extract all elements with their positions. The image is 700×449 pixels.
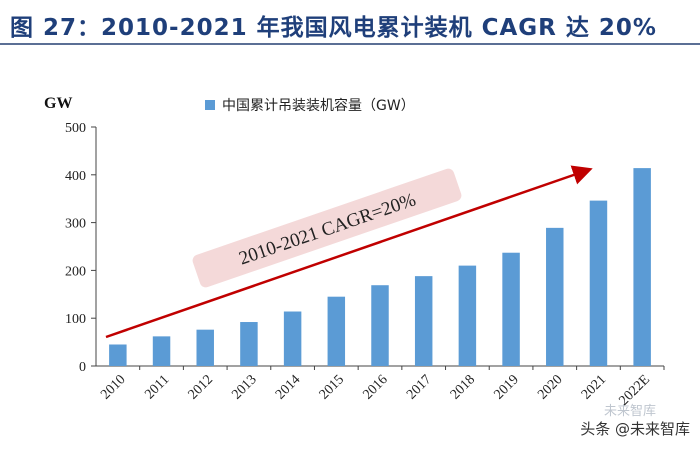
- bar: [196, 329, 214, 366]
- x-tick-label: 2020: [535, 372, 565, 402]
- x-tick-label: 2021: [579, 372, 609, 402]
- bar: [283, 311, 302, 366]
- bar: [414, 276, 433, 366]
- x-tick-label: 2013: [229, 372, 259, 402]
- y-tick-label: 200: [65, 264, 86, 279]
- legend-swatch: [205, 100, 215, 110]
- x-tick-label: 2019: [491, 372, 521, 402]
- legend-label: 中国累计吊装装机容量（GW）: [222, 97, 415, 114]
- bar: [546, 227, 564, 366]
- bar: [633, 168, 651, 366]
- y-tick-label: 400: [65, 169, 86, 184]
- x-tick-label: 2011: [142, 372, 172, 402]
- x-tick-label: 2012: [186, 372, 216, 402]
- y-tick-label: 0: [79, 360, 86, 375]
- bar: [327, 296, 346, 366]
- bar: [152, 336, 171, 366]
- bar: [240, 322, 258, 366]
- y-tick-label: 100: [65, 312, 86, 327]
- bar: [589, 200, 608, 366]
- x-tick-label: 2010: [98, 372, 128, 402]
- annotation-background: [192, 168, 462, 288]
- x-tick-label: 2017: [404, 372, 434, 402]
- annotation-text: 2010-2021 CAGR=20%: [236, 189, 418, 269]
- watermark: 头条 @未来智库: [580, 420, 690, 438]
- bar: [109, 344, 127, 366]
- figure-title: 图 27：2010-2021 年我国风电累计装机 CAGR 达 20%: [10, 15, 657, 41]
- x-tick-label: 2014: [273, 372, 303, 402]
- bar: [371, 285, 389, 366]
- x-tick-label: 2016: [360, 372, 390, 402]
- trend-arrow: [105, 165, 593, 339]
- y-tick-label: 500: [65, 121, 86, 136]
- x-tick-label: 2018: [448, 372, 478, 402]
- y-tick-label: 300: [65, 217, 86, 232]
- x-tick-label: 2015: [317, 372, 347, 402]
- title-divider: [0, 43, 700, 45]
- faded-watermark: 未来智库: [603, 404, 656, 419]
- y-axis-unit-label: GW: [44, 95, 72, 112]
- bar: [502, 252, 520, 366]
- bar: [458, 265, 477, 366]
